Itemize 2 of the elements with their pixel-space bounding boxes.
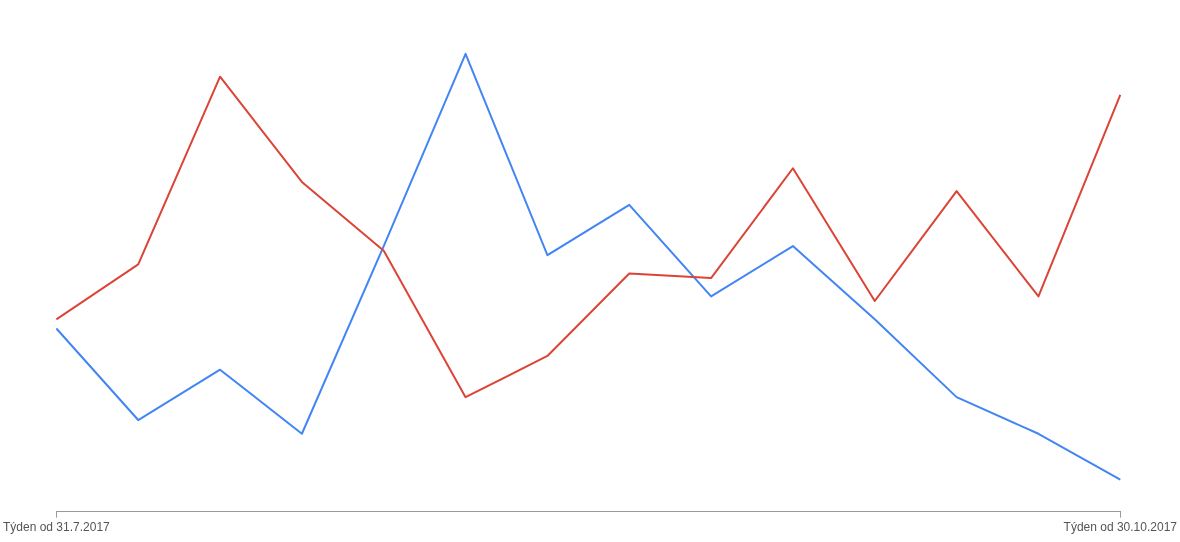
x-tick-label: Týden od 30.10.2017 <box>1063 520 1178 535</box>
x-tick-label: Týden od 31.7.2017 <box>2 520 111 535</box>
